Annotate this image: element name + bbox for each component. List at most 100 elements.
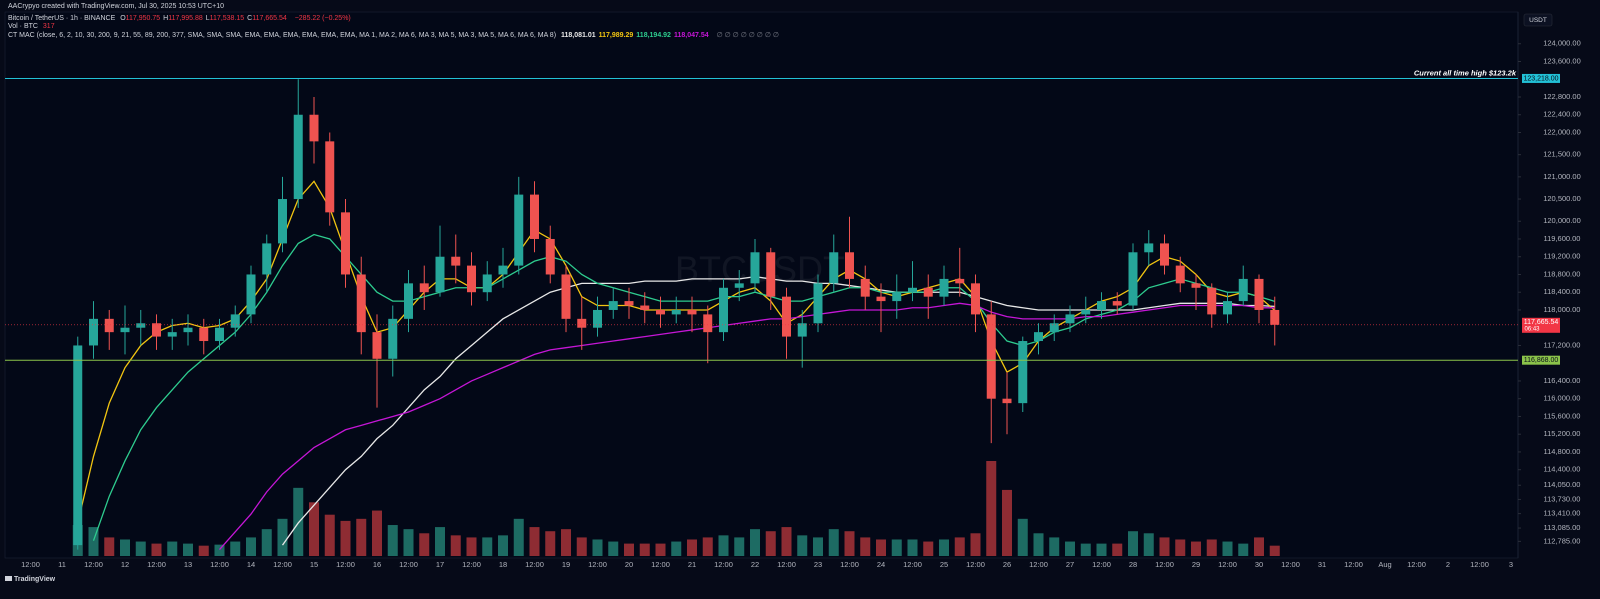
candle-body <box>971 283 980 315</box>
x-tick-label: 12:00 <box>1281 560 1300 569</box>
x-tick-label: 12:00 <box>1092 560 1111 569</box>
volume-bar <box>277 518 288 556</box>
indicator-values: 118,081.01 117,989.29 118,194.92 118,047.54 <box>561 32 712 39</box>
candle-body <box>1002 398 1012 404</box>
candle-body <box>782 296 791 337</box>
candle-body <box>467 265 476 293</box>
x-tick-label: 12:00 <box>84 560 103 569</box>
currency-label[interactable]: USDT <box>1529 17 1547 24</box>
volume-bar <box>88 527 99 556</box>
volume-bar <box>120 539 130 556</box>
candle-body <box>1238 278 1248 302</box>
volume-bar <box>939 539 949 556</box>
candle-body <box>1112 301 1122 306</box>
plot-area <box>4 11 1519 559</box>
candle-body <box>766 252 776 297</box>
volume-bar <box>135 541 146 556</box>
volume-bar <box>545 531 556 556</box>
candle-body <box>1081 309 1091 315</box>
candle-body <box>278 199 287 244</box>
y-tick-label: 122,800.00 <box>1543 92 1581 101</box>
x-tick-label: 16 <box>373 560 381 569</box>
volume-bar <box>1175 539 1186 556</box>
volume-bar <box>435 527 445 556</box>
volume-bar <box>387 525 398 556</box>
y-tick-label: 118,800.00 <box>1544 269 1581 278</box>
price-axis: 124,000.00 123,600.00 122,800.00 122,400.00… <box>1518 39 1581 545</box>
candle-body <box>1097 301 1106 310</box>
candle-body <box>104 318 114 333</box>
candle-body <box>530 194 539 239</box>
x-tick-label: 12:00 <box>966 560 985 569</box>
volume-bar <box>1049 537 1060 556</box>
candle-body <box>404 283 413 319</box>
candles <box>73 79 1280 550</box>
candle-body <box>341 212 350 275</box>
candle-body <box>986 314 996 399</box>
x-tick-label: 12:00 <box>840 560 859 569</box>
candle-body <box>372 332 382 359</box>
volume-bar <box>183 543 193 556</box>
y-tick-label: 121,000.00 <box>1543 172 1581 181</box>
x-tick-label: 2 <box>1446 560 1450 569</box>
y-tick-label: 124,000.00 <box>1543 39 1581 48</box>
x-tick-label: 17 <box>436 560 444 569</box>
candle-body <box>545 238 555 275</box>
volume-bar <box>466 537 477 556</box>
ohlc-value: 117,538.15 <box>209 15 245 22</box>
volume-bar <box>876 539 886 556</box>
ma-value: 118,047.54 <box>673 32 709 39</box>
volume-bar <box>1017 518 1028 556</box>
x-tick-label: 12:00 <box>462 560 481 569</box>
candle-body <box>955 278 965 284</box>
x-tick-label: 12:00 <box>525 560 544 569</box>
y-tick-label: 113,730.00 <box>1544 494 1581 503</box>
y-tick-label: 118,000.00 <box>1544 305 1581 314</box>
ohlc-value: 117,950.75 <box>125 15 161 22</box>
candle-body <box>183 327 193 333</box>
y-tick-label: 113,410.00 <box>1544 509 1581 518</box>
candle-body <box>246 274 256 315</box>
volume-bar <box>198 545 209 556</box>
volume-bar <box>340 520 351 556</box>
candle-body <box>262 243 272 275</box>
candle-body <box>388 318 398 359</box>
candle-body <box>750 252 760 284</box>
last-price-tag <box>1522 317 1560 333</box>
volume-bar <box>1191 541 1201 556</box>
candle-body <box>1160 243 1169 266</box>
candle-body <box>797 323 807 337</box>
volume-bar <box>498 535 508 556</box>
candle-body <box>923 287 933 297</box>
candle-body <box>608 301 618 310</box>
volume-bar <box>372 510 382 556</box>
volume-value: 317 <box>42 23 55 30</box>
x-tick-label: 12:00 <box>1155 560 1174 569</box>
volume-bar <box>230 541 241 556</box>
volume-bar <box>734 537 745 556</box>
x-tick-label: 27 <box>1066 560 1074 569</box>
candle-body <box>419 283 429 293</box>
candle-body <box>813 283 823 324</box>
volume-bar <box>403 529 414 556</box>
candle-body <box>703 314 713 333</box>
y-tick-label: 121,500.00 <box>1543 150 1581 159</box>
currency-button[interactable] <box>1523 13 1553 27</box>
x-tick-label: 20 <box>625 560 633 569</box>
y-tick-label: 116,000.00 <box>1544 394 1581 403</box>
x-tick-label: 23 <box>814 560 822 569</box>
y-tick-label: 114,050.00 <box>1544 480 1581 489</box>
x-tick-label: 12:00 <box>147 560 166 569</box>
volume-bar <box>781 527 792 556</box>
level-tag <box>1522 73 1560 83</box>
volume-bar <box>718 535 729 556</box>
footer-brand: TradingView <box>14 576 56 583</box>
x-tick-label: 12:00 <box>1218 560 1237 569</box>
x-tick-label: 13 <box>184 560 192 569</box>
ohlc-key: H <box>163 15 169 22</box>
ma-value: 118,081.01 <box>560 32 596 39</box>
x-tick-label: 12:00 <box>1407 560 1426 569</box>
ma-value: 118,194.92 <box>636 32 671 39</box>
x-tick-label: 12 <box>121 560 129 569</box>
y-tick-label: 123,600.00 <box>1543 56 1581 65</box>
